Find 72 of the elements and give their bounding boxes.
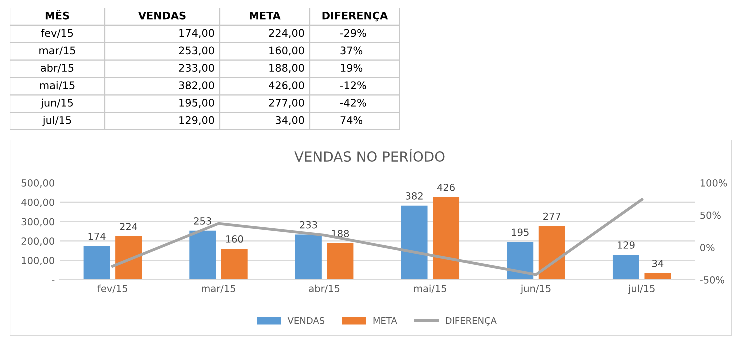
x-tick-label: abr/15 — [309, 284, 340, 294]
x-tick-label: jul/15 — [628, 284, 655, 294]
text: -12% — [340, 82, 366, 90]
text: 224,00 — [269, 29, 304, 38]
x-tick-label: mar/15 — [202, 285, 236, 294]
category-label: META — [250, 12, 281, 20]
text: mar/15 — [40, 46, 76, 56]
text: fev/15 — [41, 29, 74, 38]
text: 160,00 — [270, 46, 304, 56]
text: -29% — [340, 29, 366, 38]
bar — [84, 246, 110, 280]
legend-label: META — [374, 318, 398, 324]
y2-tick-label: 50% — [700, 212, 721, 220]
category-label: DIFERENÇA — [322, 12, 388, 22]
bar — [221, 248, 248, 280]
chart-title: VENDAS NO PERÍODO — [294, 148, 445, 162]
text: 74% — [340, 116, 363, 124]
y-tick-label: 100,00 — [22, 257, 54, 266]
y-tick-label: 500,00 — [22, 179, 54, 188]
text: abr/15 — [41, 64, 74, 73]
text: 174,00 — [180, 29, 214, 38]
data-label: 277 — [544, 212, 561, 220]
y2-tick-label: 0% — [700, 244, 715, 252]
text: 195,00 — [180, 99, 214, 108]
text: jul/15 — [42, 116, 72, 126]
bar — [327, 244, 354, 280]
y-tick-label: 400,00 — [22, 198, 54, 208]
line-series — [112, 198, 644, 276]
bar — [507, 242, 534, 280]
text: 37% — [340, 46, 363, 55]
text: jun/15 — [40, 98, 74, 109]
data-label: 195 — [512, 228, 529, 236]
text: 233,00 — [179, 64, 214, 74]
bar — [644, 273, 672, 280]
data-label: 129 — [618, 242, 635, 249]
legend-label: DIFERENÇA — [446, 317, 497, 326]
data-label: 224 — [120, 223, 138, 230]
bar — [538, 226, 566, 280]
bar — [433, 197, 460, 280]
y2-tick-label: -50% — [700, 276, 724, 284]
text: 382,00 — [179, 82, 214, 91]
category-label: VENDAS — [138, 12, 186, 20]
data-label: 174 — [88, 232, 106, 240]
bar — [401, 206, 428, 280]
x-tick-label: jun/15 — [520, 284, 551, 294]
text: 34,00 — [276, 116, 304, 126]
data-label: 426 — [437, 184, 455, 192]
text: mai/15 — [40, 81, 75, 90]
y-tick-label: 300,00 — [22, 218, 54, 227]
data-label: 160 — [226, 236, 244, 243]
x-tick-label: mai/15 — [414, 284, 446, 294]
text: 253,00 — [179, 46, 214, 56]
text: -42% — [340, 99, 366, 107]
data-label: 253 — [194, 218, 212, 225]
data-label: 382 — [406, 192, 423, 200]
bar — [116, 236, 142, 280]
y2-tick-label: 100% — [700, 179, 728, 187]
data-label: 233 — [300, 221, 318, 229]
text: 129,00 — [180, 116, 214, 126]
text: 426,00 — [269, 82, 304, 91]
data-label: 34 — [652, 260, 664, 268]
text: 188,00 — [270, 64, 304, 74]
category-label: MÊS — [46, 10, 70, 20]
bar — [295, 234, 322, 280]
text: 19% — [341, 64, 363, 72]
bar — [190, 230, 216, 280]
y-tick-label: 200,00 — [22, 238, 54, 246]
x-tick-label: fev/15 — [98, 284, 128, 294]
bar — [612, 254, 640, 280]
y-tick-label: - — [52, 280, 55, 282]
text: 277,00 — [269, 99, 304, 108]
legend-label: VENDAS — [288, 317, 325, 324]
